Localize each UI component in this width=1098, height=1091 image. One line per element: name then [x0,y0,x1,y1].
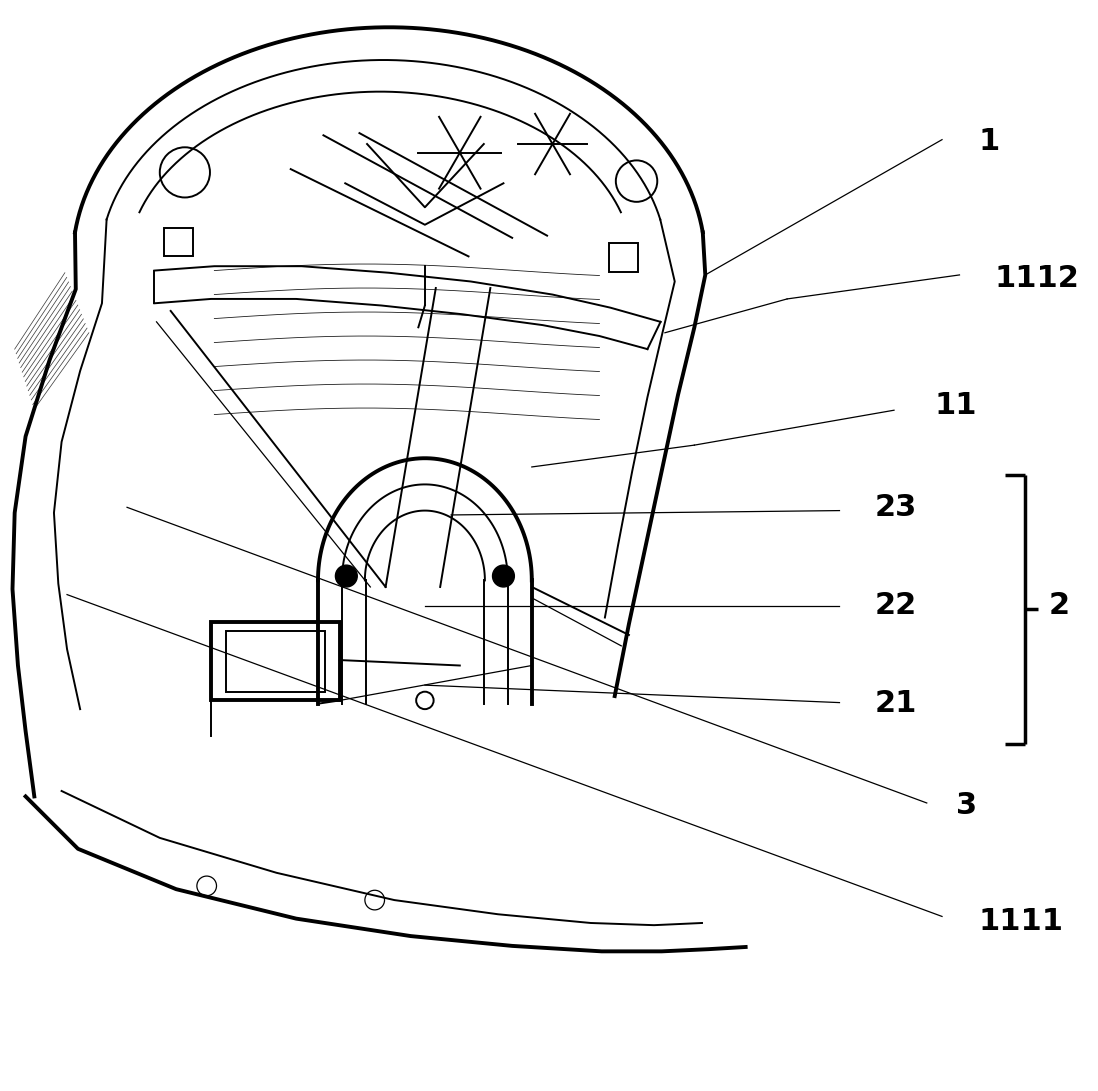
Bar [211,622,339,700]
Bar [226,631,325,692]
Text: 1112: 1112 [995,264,1079,292]
Text: 21: 21 [874,690,917,718]
Text: 2: 2 [1049,591,1071,620]
Circle shape [335,565,357,587]
Text: 23: 23 [874,493,917,521]
Text: 22: 22 [874,591,917,620]
Text: 3: 3 [956,791,977,819]
Text: 11: 11 [934,392,977,420]
Bar [164,228,192,256]
Circle shape [493,565,514,587]
Text: 1111: 1111 [978,908,1063,936]
Bar [609,243,638,272]
Text: 1: 1 [978,128,999,156]
